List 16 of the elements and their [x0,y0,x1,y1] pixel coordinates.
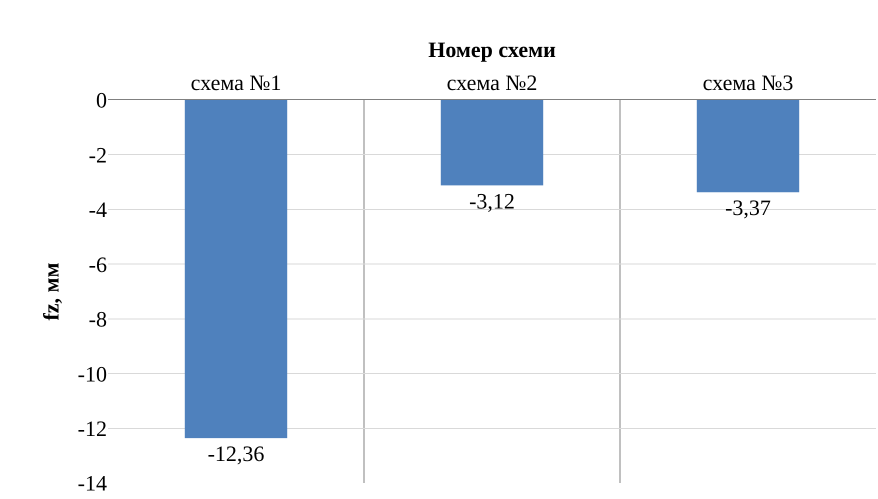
y-tick-label: -8 [88,306,107,332]
y-axis-title: fz, мм [38,262,64,321]
data-label: -3,12 [469,188,515,214]
x-tick-label: схема №3 [702,70,794,96]
y-tick-label: -10 [78,361,107,386]
data-label: -12,36 [208,441,264,466]
y-tick-label: -12 [78,416,107,441]
y-tick-label: 0 [96,88,107,113]
x-tick-label: схема №2 [446,70,538,96]
x-tick-label: схема №1 [190,70,282,96]
y-tick-label: -4 [88,197,107,222]
x-axis-title: Номер схеми [428,37,556,62]
y-tick-label: -14 [78,470,107,496]
y-tick-label: -2 [88,142,107,168]
data-label: -3,37 [725,195,771,220]
y-tick-label: -6 [88,252,107,277]
